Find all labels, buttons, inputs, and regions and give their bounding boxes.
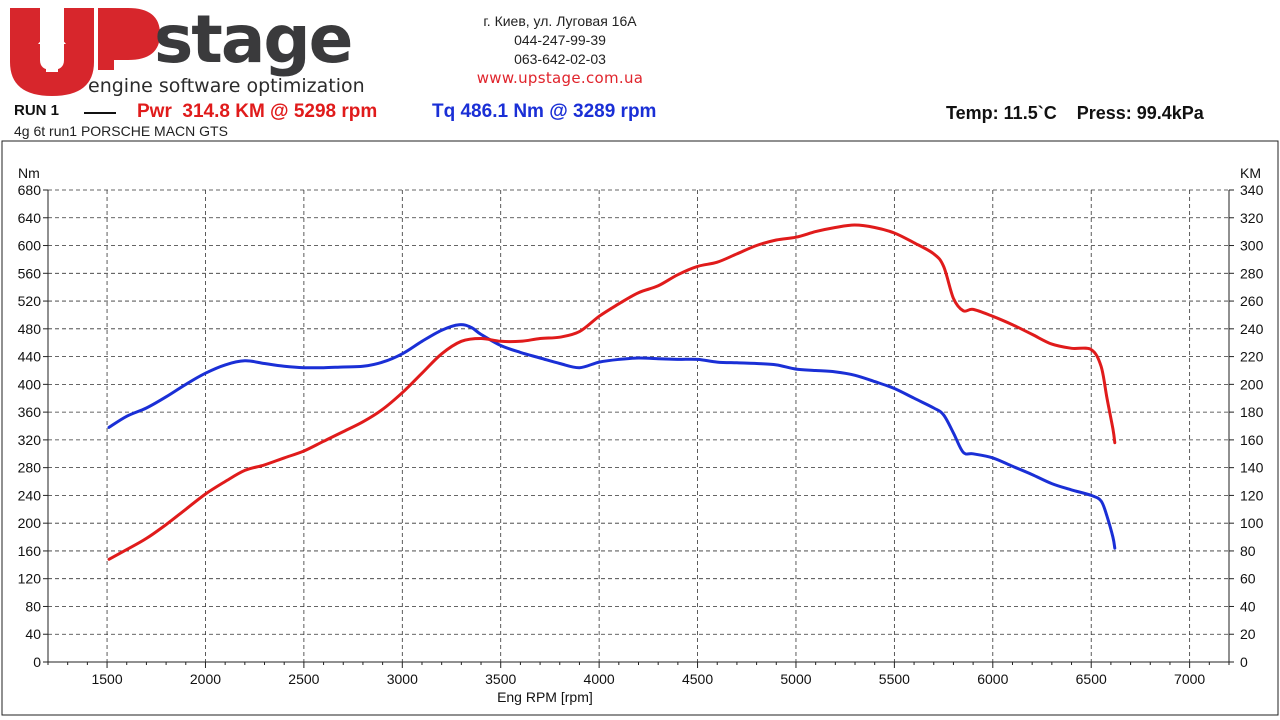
y-tick-label-right: 280 <box>1240 265 1264 281</box>
y-tick-label-left: 240 <box>18 487 42 503</box>
y-tick-label-left: 200 <box>18 515 42 531</box>
x-tick-label: 6000 <box>977 671 1008 687</box>
logo-tagline: engine software optimization <box>88 75 365 96</box>
y-tick-label-left: 120 <box>18 571 42 587</box>
torque-curve <box>107 323 1117 550</box>
dyno-chart: 0408012016020024028032036040044048052056… <box>1 140 1279 716</box>
x-tick-label: 2000 <box>190 671 221 687</box>
y-tick-label-right: 240 <box>1240 321 1264 337</box>
power-curve <box>107 223 1117 561</box>
contact-block: г. Киев, ул. Луговая 16А 044-247-99-39 0… <box>440 12 680 88</box>
y-tick-label-right: 40 <box>1240 598 1256 614</box>
x-tick-label: 3500 <box>485 671 516 687</box>
phone-2: 063-642-02-03 <box>514 51 606 67</box>
y-tick-label-left: 0 <box>33 654 41 670</box>
y-tick-label-left: 520 <box>18 293 42 309</box>
y-tick-label-right: 340 <box>1240 182 1264 198</box>
website-link[interactable]: www.upstage.com.ua <box>476 69 644 87</box>
run-label: RUN 1 <box>14 102 60 119</box>
y-tick-label-left: 360 <box>18 404 42 420</box>
y-tick-label-left: 560 <box>18 265 42 281</box>
x-axis-label: Eng RPM [rpm] <box>497 689 593 705</box>
x-tick-label: 1500 <box>91 671 122 687</box>
y-axis-label-right: KM <box>1240 165 1261 181</box>
y-tick-label-right: 140 <box>1240 460 1264 476</box>
x-tick-label: 3000 <box>387 671 418 687</box>
power-peak-text: Pwr 314.8 KM @ 5298 rpm <box>137 101 378 122</box>
x-tick-label: 4000 <box>584 671 615 687</box>
y-tick-label-left: 680 <box>18 182 42 198</box>
y-tick-label-left: 400 <box>18 376 42 392</box>
y-tick-label-right: 160 <box>1240 432 1264 448</box>
y-tick-label-left: 280 <box>18 460 42 476</box>
y-tick-label-right: 200 <box>1240 376 1264 392</box>
y-tick-label-left: 440 <box>18 349 42 365</box>
chart-frame <box>1 140 1279 716</box>
y-tick-label-left: 480 <box>18 321 42 337</box>
y-tick-label-right: 80 <box>1240 543 1256 559</box>
x-tick-label: 7000 <box>1174 671 1205 687</box>
y-tick-label-right: 100 <box>1240 515 1264 531</box>
y-tick-label-right: 60 <box>1240 571 1256 587</box>
y-tick-label-right: 0 <box>1240 654 1248 670</box>
y-tick-label-right: 220 <box>1240 349 1264 365</box>
phone-1: 044-247-99-39 <box>514 32 606 48</box>
x-tick-label: 6500 <box>1076 671 1107 687</box>
y-tick-label-right: 320 <box>1240 210 1264 226</box>
y-tick-label-right: 120 <box>1240 487 1264 503</box>
run-legend-line <box>84 112 116 114</box>
y-tick-label-right: 300 <box>1240 238 1264 254</box>
y-tick-label-left: 160 <box>18 543 42 559</box>
torque-peak-text: Tq 486.1 Nm @ 3289 rpm <box>432 101 657 122</box>
conditions-text: Temp: 11.5`C Press: 99.4kPa <box>946 103 1204 123</box>
y-tick-label-right: 180 <box>1240 404 1264 420</box>
run-description: 4g 6t run1 PORSCHE MACN GTS <box>14 123 228 139</box>
y-tick-label-left: 600 <box>18 238 42 254</box>
address: г. Киев, ул. Луговая 16А <box>483 13 637 29</box>
y-tick-label-left: 320 <box>18 432 42 448</box>
y-tick-label-left: 80 <box>25 598 41 614</box>
logo-wordmark: stage <box>154 4 351 78</box>
y-tick-label-right: 20 <box>1240 626 1256 642</box>
upstage-logo: stage engine software optimization <box>10 4 365 96</box>
x-tick-label: 5500 <box>879 671 910 687</box>
y-axis-label-left: Nm <box>18 165 40 181</box>
y-tick-label-right: 260 <box>1240 293 1264 309</box>
y-tick-label-left: 40 <box>25 626 41 642</box>
y-tick-label-left: 640 <box>18 210 42 226</box>
x-tick-label: 4500 <box>682 671 713 687</box>
x-tick-label: 5000 <box>780 671 811 687</box>
x-tick-label: 2500 <box>288 671 319 687</box>
